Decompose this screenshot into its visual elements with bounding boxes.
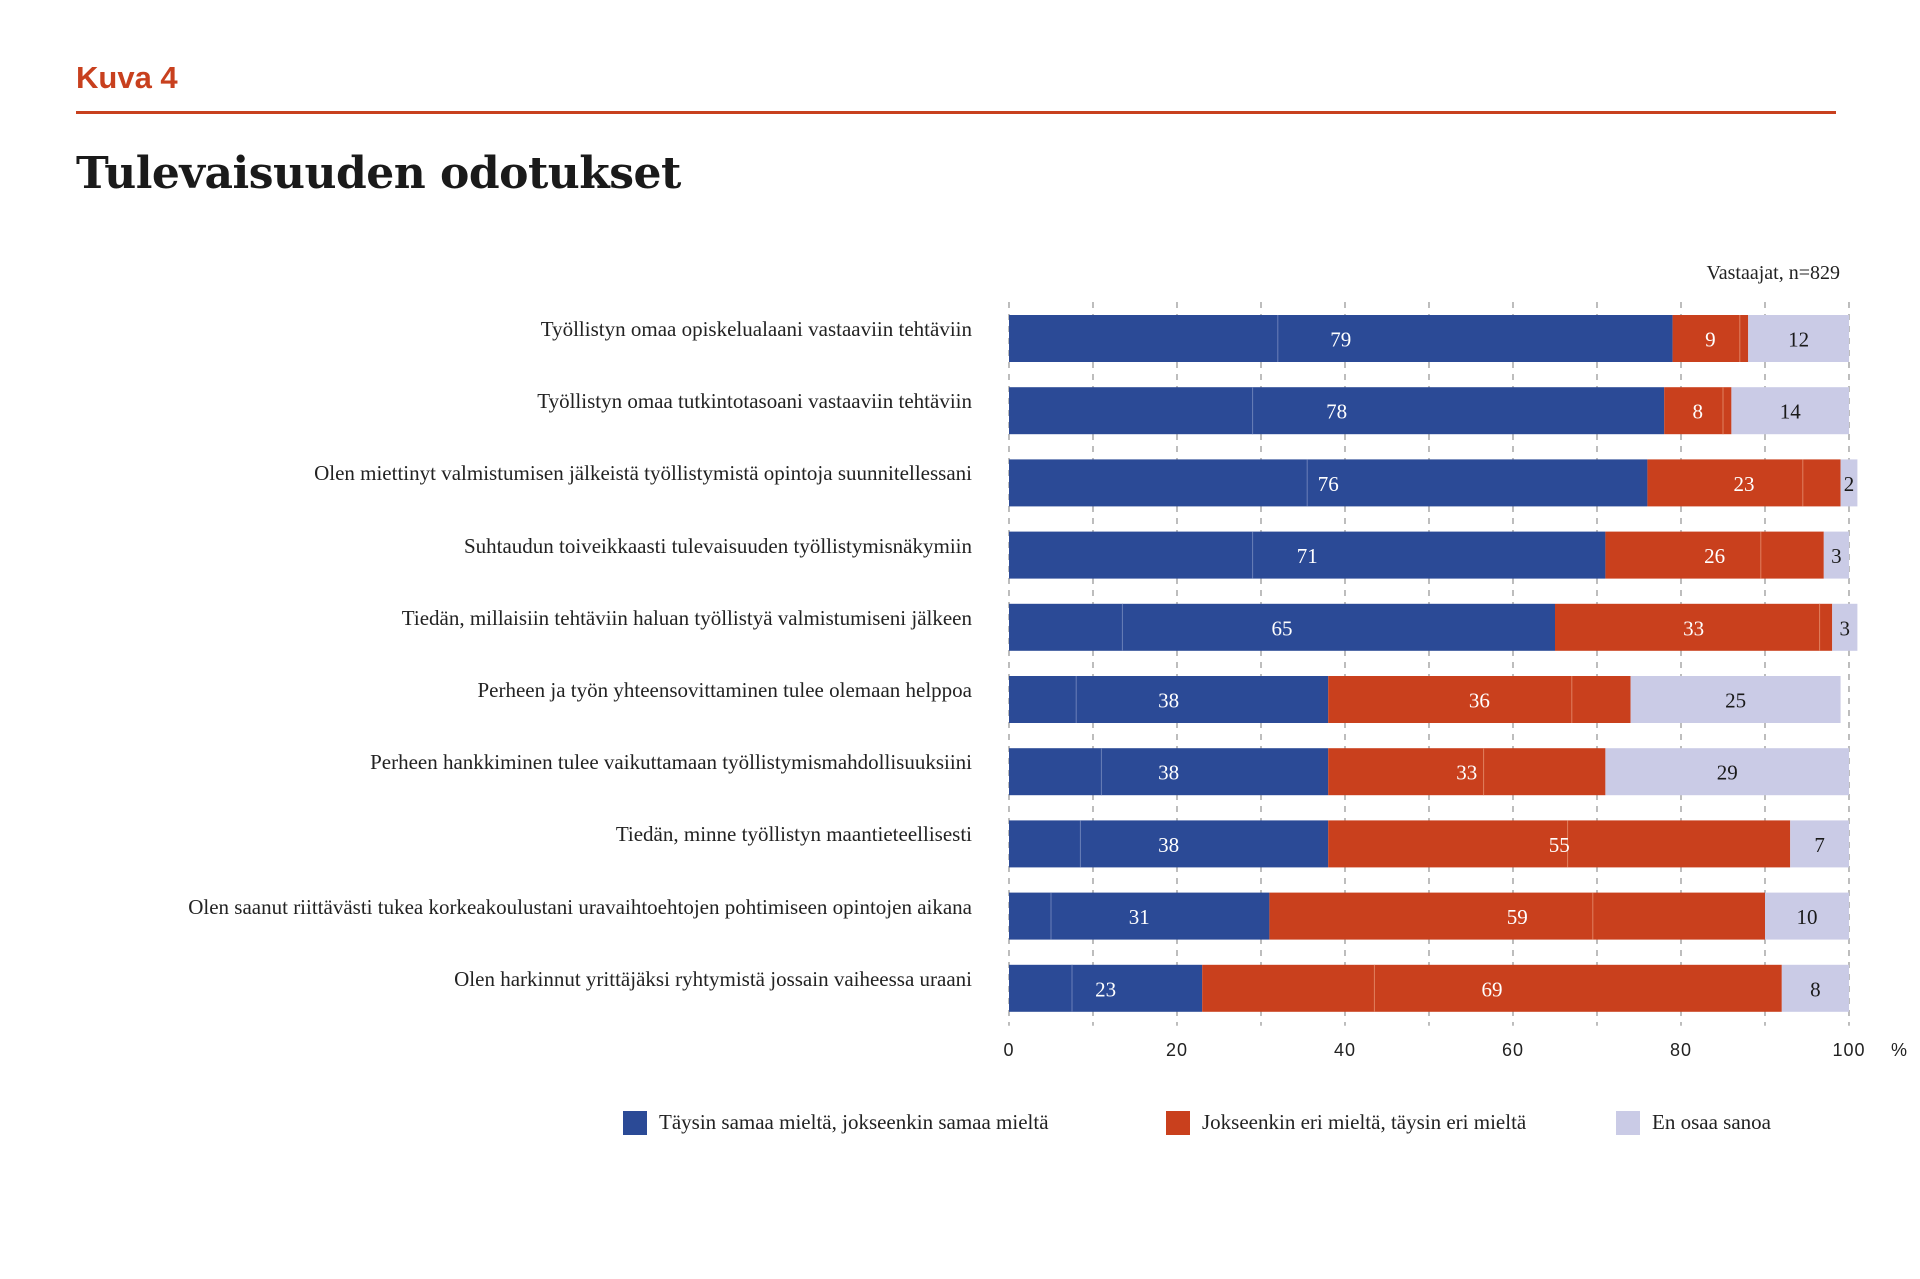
- data-label: 14: [1780, 400, 1802, 424]
- data-label: 3: [1840, 616, 1851, 640]
- category-label: Olen miettinyt valmistumisen jälkeistä t…: [314, 461, 972, 486]
- figure-divider: [76, 111, 1836, 114]
- category-label: Olen harkinnut yrittäjäksi ryhtymistä jo…: [454, 966, 972, 991]
- category-label: Työllistyn omaa opiskelualaani vastaavii…: [540, 317, 972, 341]
- bar-segment: [1765, 892, 1849, 940]
- data-label: 31: [1129, 905, 1150, 929]
- bar-segment: [1748, 315, 1849, 362]
- category-label: Perheen hankkiminen tulee vaikuttamaan t…: [370, 750, 972, 775]
- bar-segment: [1269, 892, 1765, 940]
- bar-segment: [1009, 748, 1329, 796]
- bar-segment: [1009, 531, 1606, 579]
- x-tick-label: 40: [1334, 1040, 1356, 1060]
- bar-segment: [1009, 820, 1329, 868]
- data-label: 55: [1549, 833, 1570, 857]
- legend-item: En osaa sanoa: [1616, 1110, 1771, 1135]
- data-label: 23: [1095, 977, 1116, 1001]
- respondents-note: Vastaajat, n=829: [1706, 262, 1840, 284]
- bar-segment: [1009, 892, 1270, 940]
- data-label: 78: [1326, 400, 1347, 424]
- bar-segment: [1009, 964, 1203, 1012]
- data-label: 8: [1810, 977, 1821, 1001]
- data-label: 33: [1683, 616, 1704, 640]
- data-label: 79: [1330, 328, 1351, 352]
- bar-segment: [1840, 459, 1858, 507]
- x-tick-label: 100: [1832, 1040, 1865, 1060]
- data-label: 26: [1704, 544, 1725, 568]
- bar-segment: [1009, 315, 1673, 362]
- bar-segment: [1009, 459, 1648, 507]
- data-label: 38: [1158, 833, 1179, 857]
- bar-segment: [1790, 820, 1849, 868]
- data-label: 71: [1297, 544, 1318, 568]
- bar-segment: [1605, 748, 1849, 796]
- legend-item: Jokseenkin eri mieltä, täysin eri mieltä: [1166, 1110, 1526, 1135]
- data-label: 2: [1844, 472, 1855, 496]
- legend-swatch: [623, 1110, 647, 1135]
- category-label: Tiedän, minne työllistyn maantieteellise…: [615, 822, 972, 847]
- bar-segment: [1009, 676, 1329, 723]
- data-label: 25: [1725, 689, 1746, 713]
- legend-label: Jokseenkin eri mieltä, täysin eri mieltä: [1202, 1110, 1527, 1134]
- bar-segment: [1630, 676, 1841, 723]
- data-label: 65: [1272, 616, 1293, 640]
- bar-segment: [1823, 531, 1849, 579]
- data-label: 3: [1831, 544, 1842, 568]
- data-label: 76: [1318, 472, 1339, 496]
- bar-segment: [1202, 964, 1782, 1012]
- legend-label: En osaa sanoa: [1652, 1110, 1771, 1134]
- x-tick-label: 80: [1670, 1040, 1692, 1060]
- data-label: 9: [1705, 328, 1716, 352]
- legend-swatch: [1616, 1110, 1640, 1135]
- data-label: 23: [1734, 472, 1755, 496]
- bar-segment: [1731, 387, 1849, 435]
- bar-segment: [1672, 315, 1749, 362]
- bar-segment: [1647, 459, 1841, 507]
- data-label: 8: [1693, 400, 1704, 424]
- data-label: 7: [1814, 833, 1825, 857]
- category-label: Tiedän, millaisiin tehtäviin haluan työl…: [401, 605, 972, 630]
- bar-segment: [1328, 676, 1631, 723]
- data-label: 29: [1717, 761, 1738, 785]
- data-label: 38: [1158, 761, 1179, 785]
- x-tick-label: 0: [1003, 1040, 1014, 1060]
- category-label: Työllistyn omaa tutkintotasoani vastaavi…: [537, 389, 972, 414]
- data-label: 10: [1797, 905, 1818, 929]
- category-label: Suhtaudun toiveikkaasti tulevaisuuden ty…: [463, 533, 972, 558]
- data-label: 59: [1507, 905, 1528, 929]
- category-label: Olen saanut riittävästi tukea korkeakoul…: [188, 894, 972, 919]
- bar-segment: [1009, 603, 1555, 651]
- data-label: 69: [1482, 977, 1503, 1001]
- bar-segment: [1832, 603, 1858, 651]
- bar-segment: [1664, 387, 1732, 435]
- category-label: Perheen ja työn yhteensovittaminen tulee…: [477, 678, 972, 702]
- data-label: 33: [1456, 761, 1477, 785]
- x-tick-label: 60: [1502, 1040, 1524, 1060]
- figure-label: Kuva 4: [76, 60, 178, 95]
- bar-segment: [1328, 820, 1791, 868]
- legend-swatch: [1166, 1110, 1190, 1135]
- legend-item: Täysin samaa mieltä, jokseenkin samaa mi…: [623, 1110, 1049, 1135]
- legend-label: Täysin samaa mieltä, jokseenkin samaa mi…: [659, 1110, 1049, 1134]
- chart-title: Tulevaisuuden odotukset: [76, 148, 681, 199]
- bar-segment: [1555, 603, 1833, 651]
- bar-segment: [1328, 748, 1606, 796]
- data-label: 38: [1158, 689, 1179, 713]
- x-unit-label: %: [1891, 1040, 1907, 1060]
- data-label: 12: [1788, 328, 1809, 352]
- bar-segment: [1605, 531, 1824, 579]
- bar-segment: [1009, 387, 1665, 435]
- x-tick-label: 20: [1166, 1040, 1188, 1060]
- legend: Täysin samaa mieltä, jokseenkin samaa mi…: [0, 1110, 1920, 1140]
- data-label: 36: [1469, 689, 1490, 713]
- bar-segment: [1781, 964, 1849, 1012]
